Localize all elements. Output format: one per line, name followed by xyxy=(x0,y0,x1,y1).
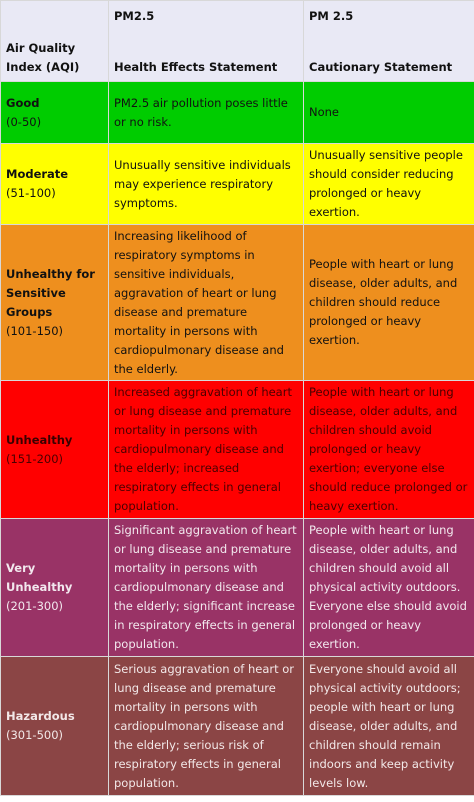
cautionary-statement: Everyone should avoid all physical activ… xyxy=(303,656,474,796)
aqi-row: Very Unhealthy (201-300) Significant aggra… xyxy=(0,518,474,657)
health-effects: Increased aggravation of heart or lung d… xyxy=(108,380,304,519)
header-top: PM2.5 xyxy=(114,9,155,23)
header-row: Air Quality Index (AQI) PM2.5 Health Effec… xyxy=(0,0,474,82)
category-cell: Moderate (51-100) xyxy=(0,143,109,225)
health-effects: Serious aggravation of heart or lung dis… xyxy=(108,656,304,796)
cautionary-statement: People with heart or lung disease, older… xyxy=(303,380,474,519)
aqi-range: (0-50) xyxy=(6,114,42,129)
category-cell: Hazardous (301-500) xyxy=(0,656,109,796)
header-content: PM2.5 Health Effects Statement xyxy=(114,5,300,77)
category-label: Unhealthy for Sensitive Groups xyxy=(6,266,95,319)
aqi-row: Good (0-50) PM2.5 air pollution poses litt… xyxy=(0,81,474,144)
cautionary-statement: None xyxy=(303,81,474,144)
header-bottom: Air Quality Index (AQI) xyxy=(6,41,80,74)
aqi-row: Unhealthy (151-200) Increased aggravation … xyxy=(0,380,474,519)
health-effects: PM2.5 air pollution poses little or no r… xyxy=(108,81,304,144)
aqi-range: (201-300) xyxy=(6,599,64,613)
header-bottom: Cautionary Statement xyxy=(309,60,453,74)
aqi-row: Hazardous (301-500) Serious aggravation of… xyxy=(0,656,474,796)
aqi-range: (151-200) xyxy=(6,451,64,466)
aqi-range: (101-150) xyxy=(6,323,64,338)
health-effects: Increasing likelihood of respiratory sym… xyxy=(108,224,304,381)
aqi-range: (51-100) xyxy=(6,186,56,200)
header-content: Air Quality Index (AQI) xyxy=(6,5,105,77)
header-bottom: Health Effects Statement xyxy=(114,60,278,74)
category-cell: Unhealthy (151-200) xyxy=(0,380,109,519)
cautionary-statement: People with heart or lung disease, older… xyxy=(303,518,474,657)
category-label: Unhealthy xyxy=(6,432,73,447)
category-label: Good xyxy=(6,95,40,110)
category-cell: Very Unhealthy (201-300) xyxy=(0,518,109,657)
health-effects: Unusually sensitive individuals may expe… xyxy=(108,143,304,225)
aqi-row: Moderate (51-100) Unusually sensitive indi… xyxy=(0,143,474,225)
category-label: Very Unhealthy xyxy=(6,561,73,594)
category-cell: Unhealthy for Sensitive Groups (101-150) xyxy=(0,224,109,381)
header-cell: Air Quality Index (AQI) xyxy=(0,0,109,82)
aqi-row: Unhealthy for Sensitive Groups (101-150) I… xyxy=(0,224,474,381)
cautionary-statement: People with heart or lung disease, older… xyxy=(303,224,474,381)
category-cell: Good (0-50) xyxy=(0,81,109,144)
aqi-range: (301-500) xyxy=(6,728,64,742)
header-cell: PM 2.5 Cautionary Statement xyxy=(303,0,474,82)
category-label: Moderate xyxy=(6,167,69,181)
cautionary-statement: Unusually sensitive people should consid… xyxy=(303,143,474,225)
health-effects: Significant aggravation of heart or lung… xyxy=(108,518,304,657)
category-label: Hazardous xyxy=(6,709,75,723)
header-top: PM 2.5 xyxy=(309,9,354,23)
header-cell: PM2.5 Health Effects Statement xyxy=(108,0,304,82)
header-content: PM 2.5 Cautionary Statement xyxy=(309,5,471,77)
